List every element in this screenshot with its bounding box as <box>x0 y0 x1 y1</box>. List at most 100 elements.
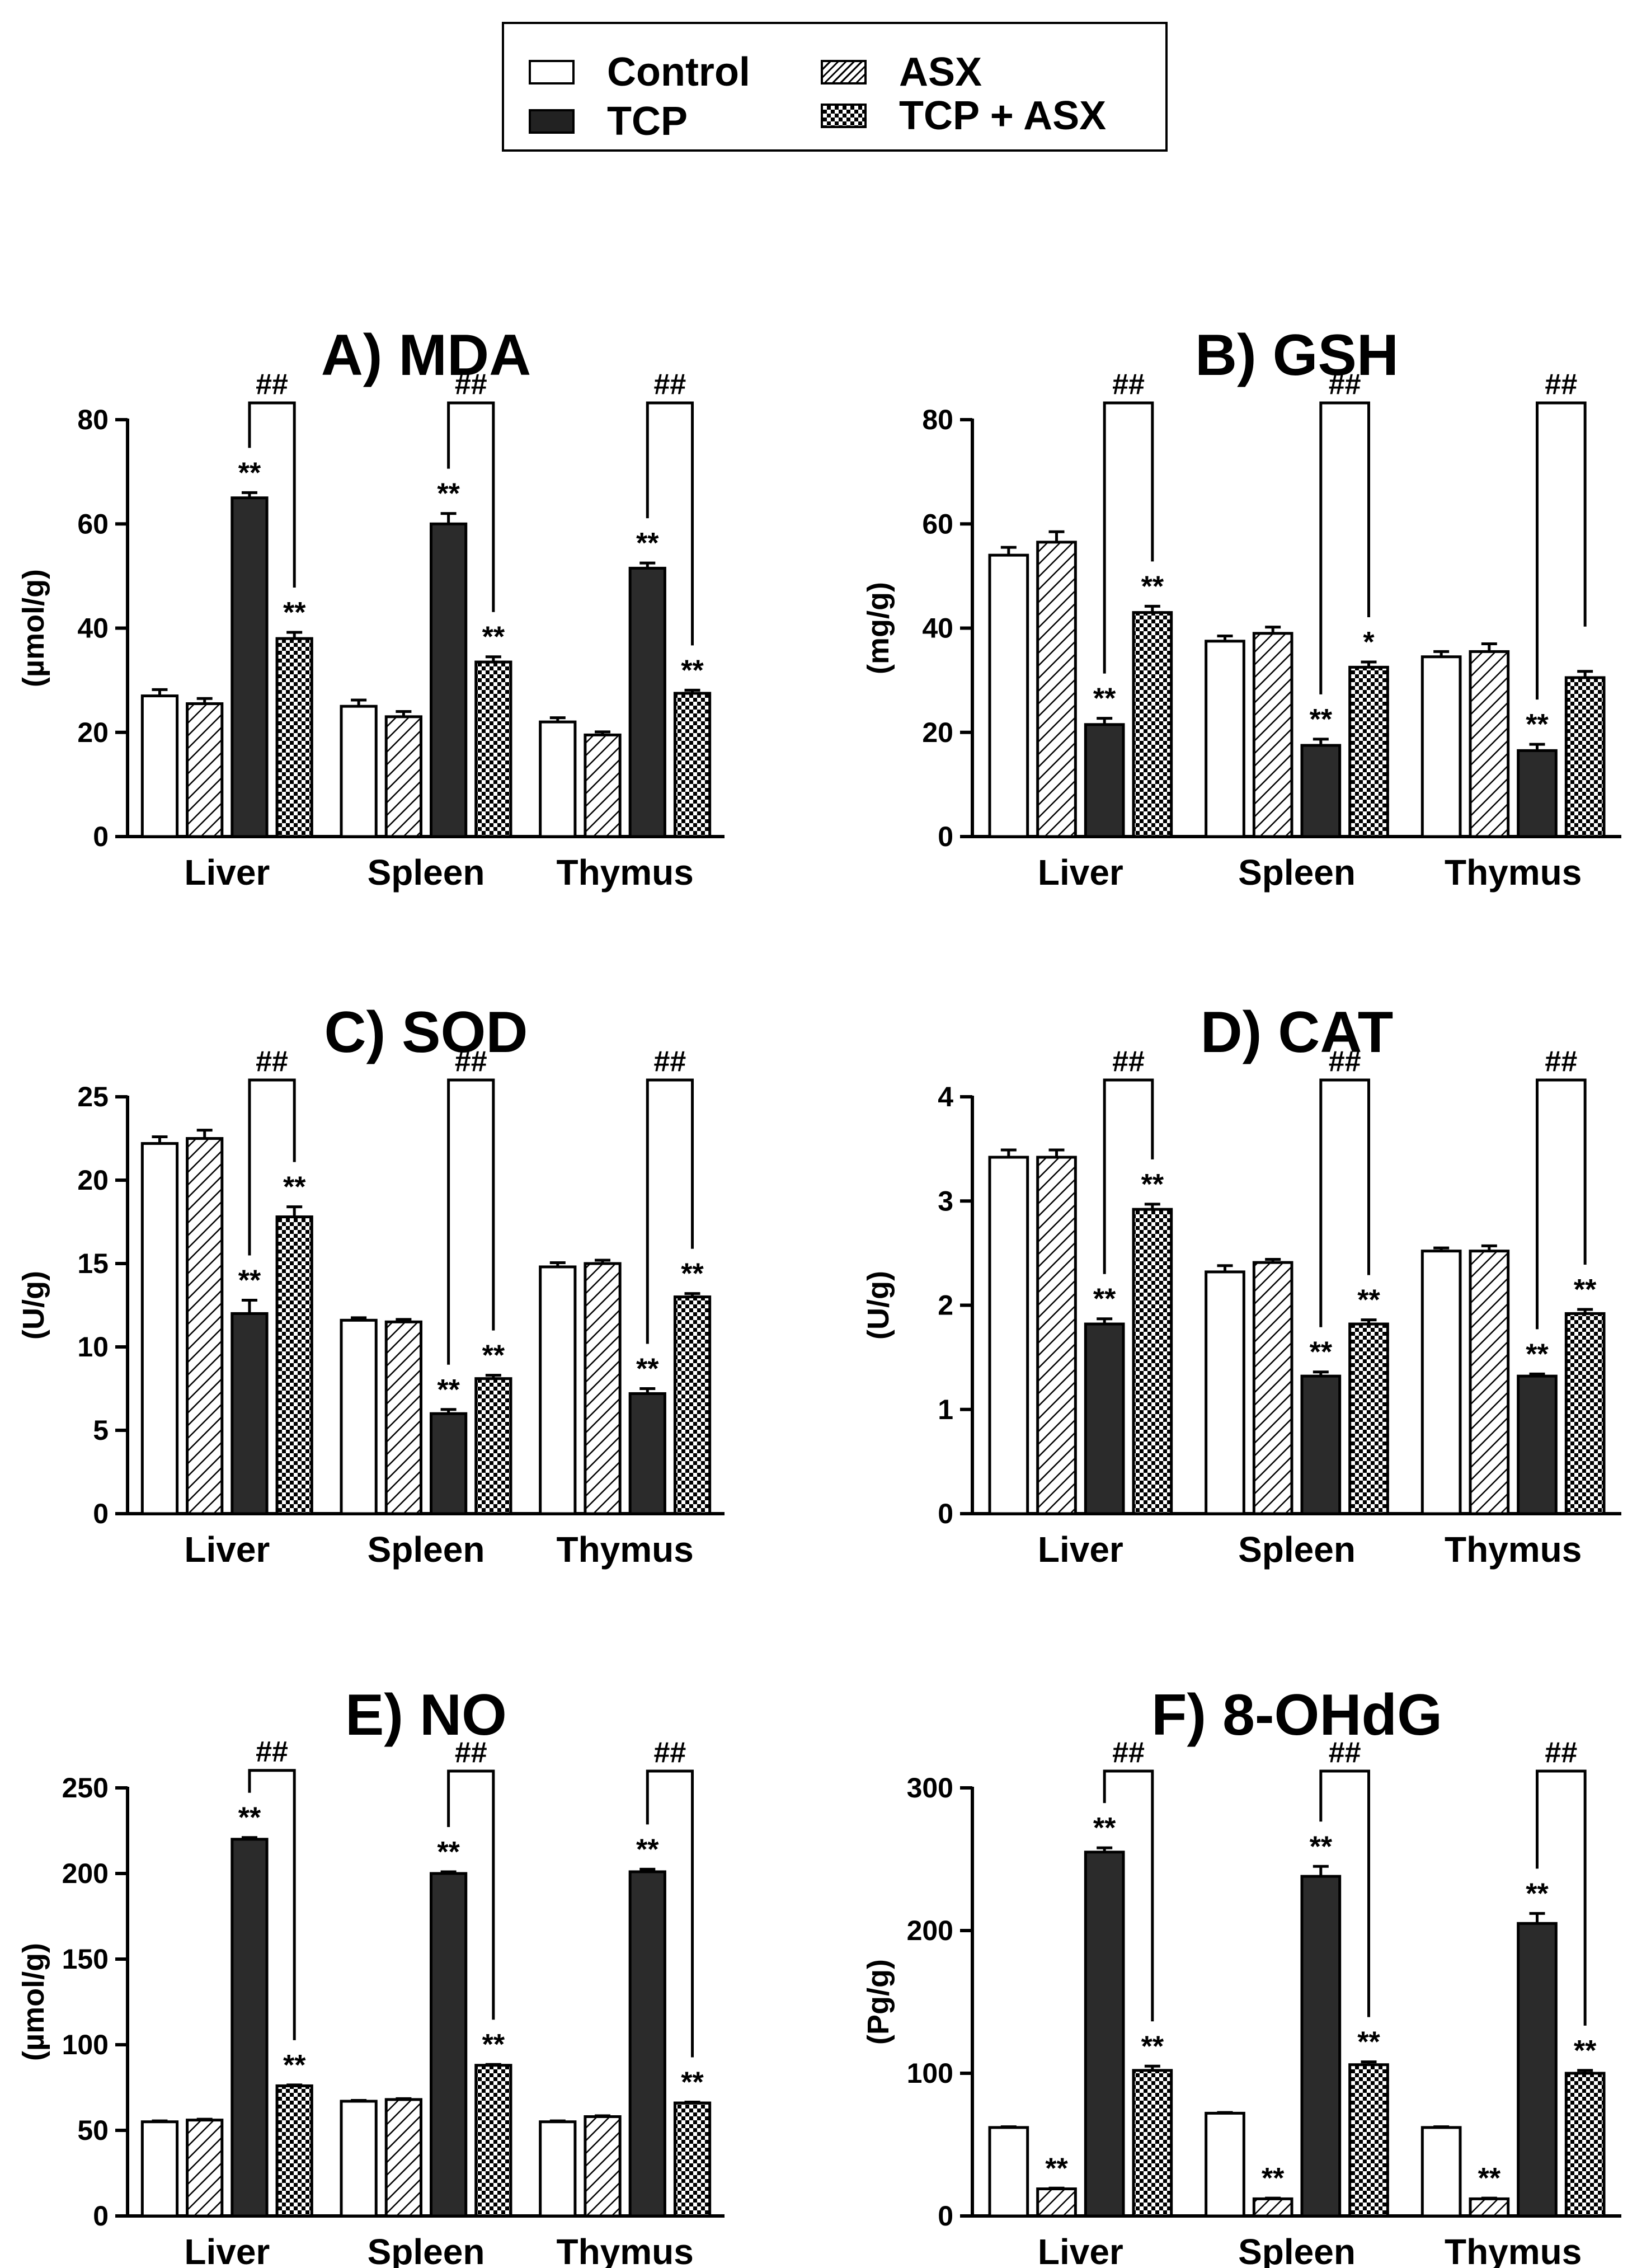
y-tick-label: 3 <box>938 1185 953 1217</box>
error-bar <box>1313 1865 1329 1877</box>
error-bar <box>1361 660 1377 668</box>
bar-spleen-tcp <box>430 1872 468 2218</box>
significance-mark: ** <box>437 478 460 510</box>
chart-panel-no: E) NO (µmol/g) 0 50 100 150 200 250 ** ** ## Liver *… <box>0 1662 818 2268</box>
legend-item-control: Control <box>529 52 750 92</box>
bar-thymus-tcp-asx <box>1564 1312 1606 1515</box>
chart-panel-mda: A) MDA (µmol/g) 0 20 40 60 80 ** ** ## Liver ** ** ##… <box>0 302 818 923</box>
bar-liver-tcp <box>1084 1851 1125 2218</box>
y-tick-label: 100 <box>907 2058 953 2089</box>
bar-liver-asx <box>186 702 224 838</box>
comparison-label: ## <box>653 1045 686 1078</box>
legend-swatch-asx <box>821 60 867 84</box>
y-tick-label: 25 <box>77 1081 109 1112</box>
significance-mark: ** <box>636 1353 659 1386</box>
x-category-label: Spleen <box>368 1529 485 1570</box>
bar-thymus-asx <box>584 2115 622 2218</box>
error-bar <box>485 655 501 663</box>
bar-liver-tcp-asx <box>275 2084 313 2218</box>
x-category-label: Liver <box>184 2232 270 2268</box>
significance-mark: ** <box>1093 1812 1116 1844</box>
y-tick-label: 4 <box>938 1081 953 1112</box>
error-bar <box>684 1292 700 1297</box>
significance-mark: ** <box>1141 2030 1164 2063</box>
error-bar <box>1217 2111 1233 2114</box>
error-bar <box>241 1836 257 1839</box>
significance-mark: ** <box>1310 1336 1333 1369</box>
bar-thymus-tcp <box>1517 749 1558 838</box>
bar-liver-tcp-asx <box>1132 2069 1173 2218</box>
x-category-label: Thymus <box>556 1529 693 1570</box>
comparison-bracket <box>1103 401 1154 674</box>
comparison-label: ## <box>256 368 288 401</box>
comparison-label: ## <box>1112 1045 1145 1078</box>
bar-thymus-asx <box>584 1262 622 1515</box>
error-bar <box>152 2119 168 2123</box>
x-category-label: Liver <box>184 1529 270 1570</box>
x-category-label: Liver <box>1038 1529 1123 1570</box>
bar-liver-control <box>140 1142 179 1515</box>
comparison-label: ## <box>1545 368 1577 401</box>
significance-mark: ** <box>1478 2162 1501 2195</box>
significance-mark: ** <box>238 1265 261 1297</box>
y-tick-label: 5 <box>93 1415 109 1446</box>
significance-mark: ** <box>283 597 306 629</box>
comparison-bracket <box>248 401 296 588</box>
y-tick-label: 80 <box>922 404 953 435</box>
error-bar <box>1433 1246 1450 1251</box>
y-tick-label: 15 <box>77 1248 109 1279</box>
error-bar <box>1097 717 1113 725</box>
chart-panel-gsh: B) GSH (mg/g) 0 20 40 60 80 ** ** ## Liver ** * ## Spl… <box>818 302 1637 923</box>
bar-liver-tcp-asx <box>275 637 313 838</box>
comparison-label: ## <box>1329 368 1361 401</box>
error-bar <box>196 1129 213 1139</box>
significance-mark: ** <box>1310 1830 1333 1863</box>
error-bar <box>152 1135 168 1144</box>
error-bar <box>396 710 412 717</box>
bar-liver-tcp <box>231 1838 269 2218</box>
error-bar <box>549 2119 566 2123</box>
bar-liver-control <box>140 694 179 838</box>
comparison-label: ## <box>1112 368 1145 401</box>
bar-spleen-asx <box>384 715 423 838</box>
comparison-label: ## <box>1329 1736 1361 1769</box>
error-bar <box>1144 1203 1160 1210</box>
error-bar <box>1265 2196 1281 2200</box>
error-bar <box>1048 2186 1065 2190</box>
bar-thymus-control <box>539 720 577 838</box>
legend-item-tcp: TCP <box>529 101 688 142</box>
error-bar <box>595 2114 611 2117</box>
significance-mark: ** <box>437 1836 460 1868</box>
bar-spleen-asx <box>1252 632 1293 838</box>
significance-mark: ** <box>1310 703 1333 736</box>
y-tick-label: 0 <box>93 1498 109 1529</box>
bar-spleen-tcp-asx <box>474 2064 512 2218</box>
y-tick-label: 40 <box>77 613 109 644</box>
error-bar <box>351 2098 367 2102</box>
error-bar <box>1577 1308 1593 1314</box>
comparison-label: ## <box>1112 1736 1145 1769</box>
bar-liver-control <box>988 1156 1029 1515</box>
chart-title: C) SOD <box>324 1000 528 1065</box>
chart-title: F) 8-OHdG <box>1151 1683 1442 1748</box>
comparison-label: ## <box>256 1736 288 1768</box>
comparison-label: ## <box>653 368 686 401</box>
chart-title: D) CAT <box>1201 1000 1394 1065</box>
bar-liver-tcp <box>1084 723 1125 838</box>
chart-8ohdg: F) 8-OHdG (Pg/g) 0 100 200 300 ** ** ** ## Liver **… <box>862 1683 1621 2268</box>
y-tick-label: 300 <box>907 1772 953 1804</box>
error-bar <box>1577 2069 1593 2073</box>
error-bar <box>1097 1317 1113 1325</box>
significance-mark: ** <box>283 1171 306 1204</box>
error-bar <box>1313 1370 1329 1377</box>
error-bar <box>595 730 611 735</box>
y-axis-label: (Pg/g) <box>862 1959 895 2045</box>
bar-thymus-tcp-asx <box>673 692 712 838</box>
y-axis-label: (µmol/g) <box>17 569 50 687</box>
chart-mda: A) MDA (µmol/g) 0 20 40 60 80 ** ** ## Liver ** ** ##… <box>17 323 725 893</box>
y-tick-label: 60 <box>77 508 109 539</box>
bar-thymus-control <box>539 1265 577 1515</box>
error-bar <box>1529 1372 1545 1377</box>
significance-mark: ** <box>1093 1283 1116 1316</box>
error-bar <box>684 2101 700 2104</box>
